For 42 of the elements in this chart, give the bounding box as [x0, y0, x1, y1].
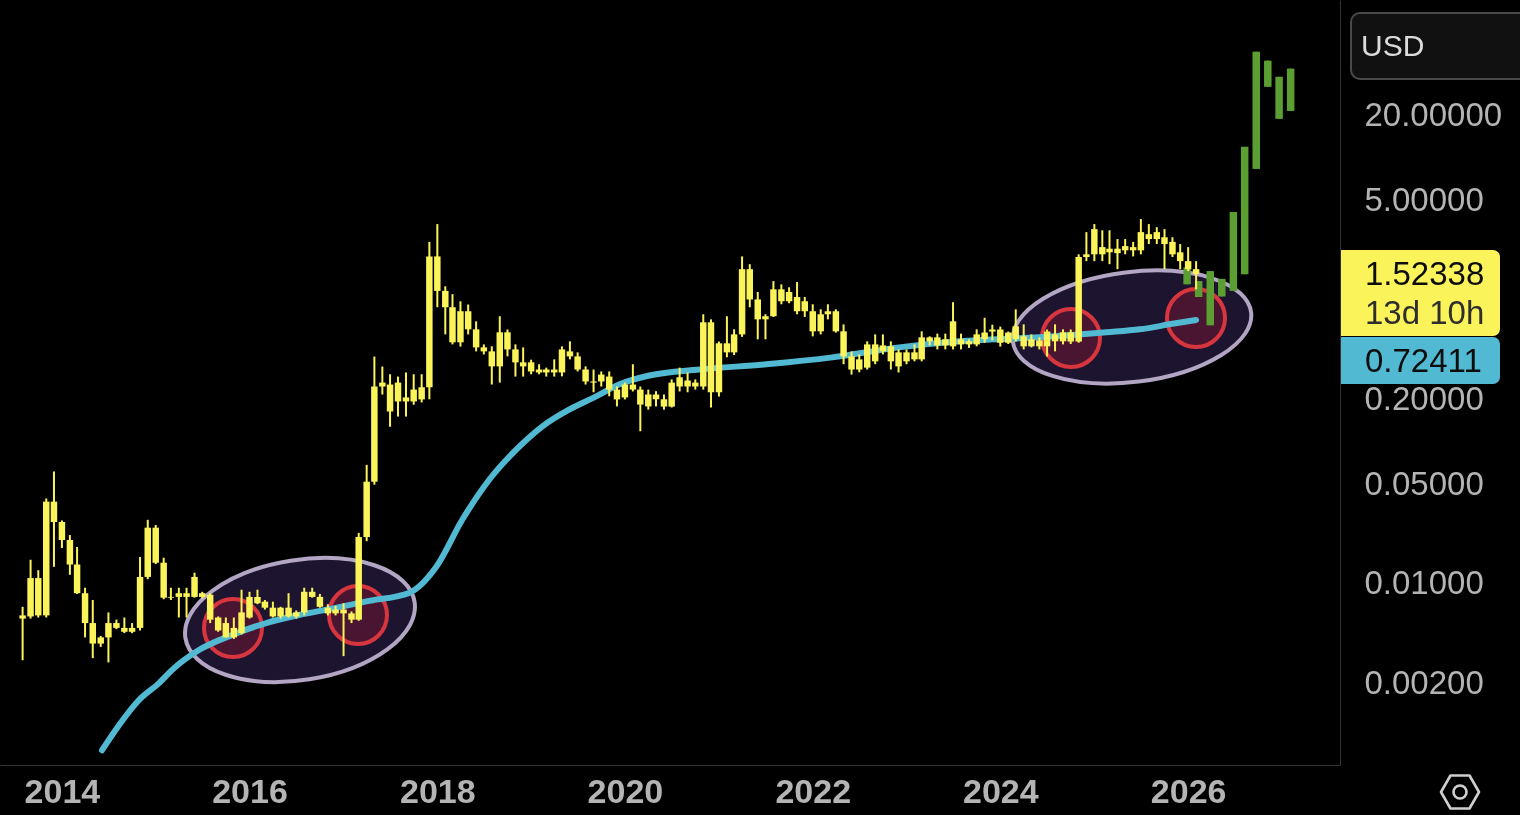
x-tick-label: 2022: [775, 771, 852, 810]
candlestick: [566, 340, 574, 361]
x-tick-label: 2018: [400, 771, 476, 810]
candlestick: [1192, 260, 1200, 291]
y-tick-label: 5.00000: [1364, 181, 1484, 219]
y-tick-label: 0.00200: [1364, 663, 1484, 701]
y-tick-label: 0.01000: [1364, 564, 1484, 602]
candlestick: [863, 340, 871, 371]
x-tick-label: 2014: [24, 771, 101, 810]
candlestick: [442, 285, 449, 336]
candlestick: [1051, 323, 1059, 353]
candlestick: [629, 363, 637, 393]
x-tick-label: 2024: [962, 771, 1039, 810]
text: 13d 10h: [1364, 293, 1486, 333]
x-tick-label: 2026: [1150, 771, 1227, 810]
candlestick: [300, 586, 308, 617]
x-tick-label: 2020: [587, 771, 664, 810]
y-tick-label: 20.00000: [1364, 95, 1503, 133]
candlestick: [558, 345, 566, 378]
x-tick-label: 2016: [212, 771, 288, 810]
candlestick: [801, 296, 809, 318]
candlestick: [1083, 231, 1090, 263]
candlestick: [58, 519, 66, 550]
candlestick: [590, 368, 597, 394]
y-axis-title: USD: [1350, 12, 1520, 80]
candlestick: [871, 333, 879, 366]
text: 1.52338: [1364, 254, 1486, 294]
candlestick: [582, 365, 589, 386]
candlestick: [512, 343, 519, 378]
candlestick: [574, 351, 581, 373]
candlestick: [1137, 218, 1145, 256]
candlestick: [832, 308, 840, 334]
candlestick: [50, 470, 58, 568]
candlestick: [1145, 223, 1153, 246]
candlestick: [793, 281, 801, 316]
text: 0.72411: [1364, 341, 1483, 381]
y-tick-label: 0.20000: [1364, 379, 1484, 417]
candlestick: [519, 346, 527, 378]
candlestick: [488, 345, 496, 386]
candlestick: [472, 320, 480, 353]
candlestick: [879, 333, 887, 356]
y-tick-label: 0.05000: [1364, 465, 1484, 503]
